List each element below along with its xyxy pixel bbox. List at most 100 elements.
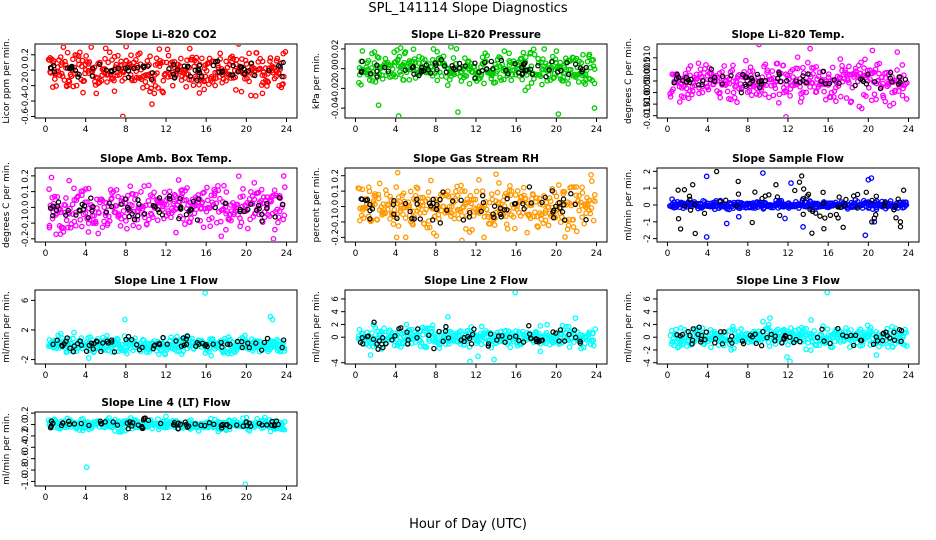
reference-point xyxy=(556,199,563,206)
data-point xyxy=(188,215,194,221)
data-point xyxy=(463,73,470,79)
reference-point xyxy=(549,59,555,65)
reference-point xyxy=(184,333,191,339)
data-point xyxy=(592,198,598,205)
reference-point xyxy=(835,325,841,332)
panel-title: Slope Sample Flow xyxy=(732,153,844,165)
reference-point xyxy=(380,335,386,341)
reference-point xyxy=(711,74,718,81)
reference-point xyxy=(219,344,225,350)
chart-panel-4: Slope Amb. Box Temp.degrees C per min.0 4… xyxy=(2,153,298,259)
reference-point xyxy=(230,72,236,78)
y-tick-label: -0.2 xyxy=(21,428,31,445)
data-point xyxy=(829,344,836,351)
data-point xyxy=(259,72,266,78)
data-point xyxy=(371,49,378,55)
data-point xyxy=(523,54,529,60)
x-tick-label: 0 xyxy=(43,493,49,503)
data-point xyxy=(255,189,262,196)
reference-point xyxy=(803,80,810,86)
data-point xyxy=(70,335,76,342)
reference-point xyxy=(881,203,888,209)
y-tick-label: 0.005 xyxy=(643,57,653,81)
points-group xyxy=(355,169,598,241)
reference-point xyxy=(752,331,758,338)
reference-point xyxy=(728,72,734,79)
reference-point xyxy=(558,67,564,74)
reference-point xyxy=(557,327,564,333)
data-point xyxy=(400,77,407,83)
reference-point xyxy=(108,67,115,74)
data-point xyxy=(501,76,507,83)
outlier-point xyxy=(173,229,179,236)
data-point xyxy=(772,341,779,347)
data-point xyxy=(51,193,58,200)
x-tick-label: 20 xyxy=(241,249,253,259)
reference-point xyxy=(822,215,828,221)
reference-point xyxy=(810,208,816,215)
data-point xyxy=(133,191,139,198)
data-point xyxy=(573,184,580,190)
reference-point xyxy=(827,212,834,219)
data-point xyxy=(276,192,283,199)
x-tick-label: 0 xyxy=(43,371,49,381)
reference-point xyxy=(738,89,745,96)
reference-point xyxy=(63,212,69,218)
reference-point xyxy=(550,215,557,221)
chart-panel-3: Slope Li–820 Temp.degrees C per min.0 4 8 1… xyxy=(624,29,920,135)
data-point xyxy=(565,222,572,229)
reference-point xyxy=(53,207,60,214)
data-point xyxy=(175,177,182,183)
data-point xyxy=(579,184,585,191)
data-point xyxy=(210,424,217,431)
reference-point xyxy=(88,195,94,201)
reference-point xyxy=(458,197,464,203)
data-point xyxy=(527,49,534,56)
data-point xyxy=(825,74,832,80)
x-tick-label: 4 xyxy=(393,125,399,135)
reference-point xyxy=(152,203,158,210)
reference-point xyxy=(429,217,436,223)
data-point xyxy=(106,415,112,421)
reference-point xyxy=(402,200,409,207)
outlier-point xyxy=(123,350,130,357)
data-point xyxy=(197,217,204,224)
data-point xyxy=(76,49,83,56)
data-point xyxy=(65,224,71,231)
data-point xyxy=(461,188,468,195)
data-point xyxy=(130,222,137,229)
reference-point xyxy=(687,332,693,339)
reference-point xyxy=(882,200,888,206)
outlier-point xyxy=(824,291,831,296)
data-point xyxy=(111,53,118,60)
reference-point xyxy=(415,326,421,332)
reference-point xyxy=(194,217,201,223)
reference-point xyxy=(526,323,532,329)
data-point xyxy=(478,323,485,330)
reference-point xyxy=(423,62,430,68)
reference-point xyxy=(848,332,854,339)
reference-point xyxy=(360,341,366,347)
data-point xyxy=(565,323,572,330)
reference-point xyxy=(805,71,811,77)
data-point xyxy=(49,215,56,222)
reference-point xyxy=(698,339,704,345)
reference-point xyxy=(390,201,397,208)
data-point xyxy=(429,328,435,335)
reference-point xyxy=(184,424,191,430)
data-point xyxy=(825,71,832,78)
reference-point xyxy=(502,339,508,345)
data-point xyxy=(571,184,577,190)
reference-point xyxy=(127,419,133,425)
points-group xyxy=(45,45,289,117)
reference-point xyxy=(511,201,518,207)
data-point xyxy=(445,188,451,195)
reference-point xyxy=(279,73,285,80)
data-point xyxy=(717,94,724,101)
outlier-point xyxy=(57,231,64,237)
reference-point xyxy=(416,72,422,79)
reference-point xyxy=(712,340,718,346)
x-tick-label: 4 xyxy=(705,249,711,259)
reference-point xyxy=(60,420,66,426)
